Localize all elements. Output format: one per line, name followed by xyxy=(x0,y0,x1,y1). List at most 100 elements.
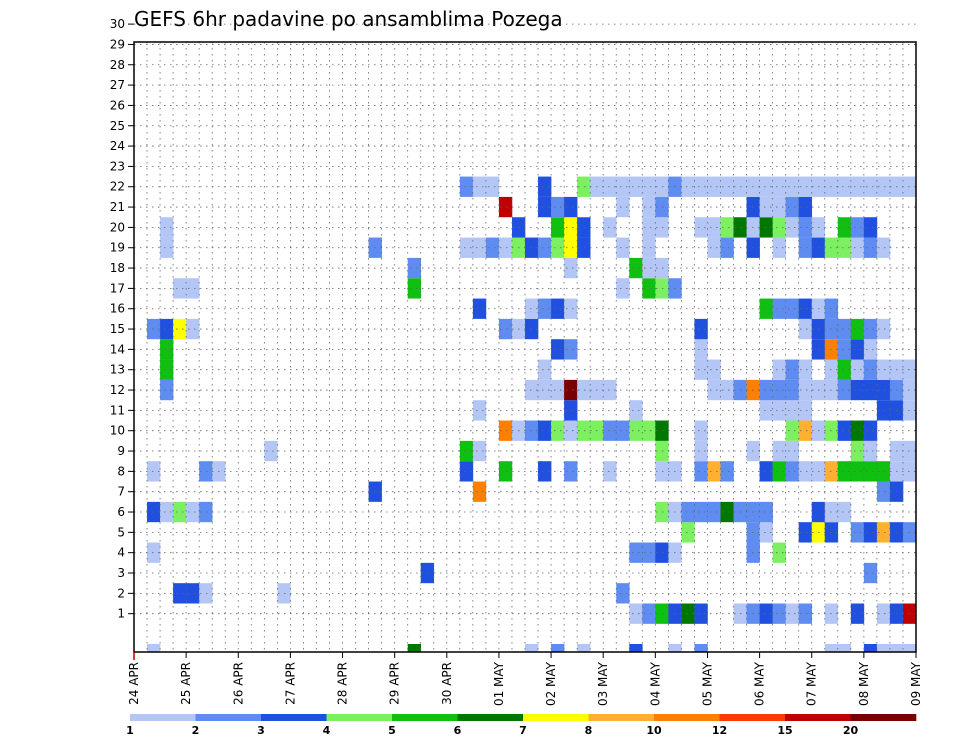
heatmap-cell xyxy=(759,298,773,319)
x-tick-label: 08 MAY xyxy=(857,661,871,706)
heatmap-cell xyxy=(616,583,630,604)
y-tick-label: 24 xyxy=(110,139,125,153)
x-axis: 24 APR 25 APR 26 APR 27 APR 28 APR 29 APR 30 A… xyxy=(127,652,923,706)
legend-label: 5 xyxy=(388,724,396,737)
heatmap-cell xyxy=(772,217,786,238)
heatmap-cell xyxy=(863,644,878,652)
heatmap-cell xyxy=(694,176,708,197)
heatmap-cell xyxy=(186,501,200,523)
heatmap-cell xyxy=(603,461,617,482)
heatmap-cell xyxy=(173,501,187,523)
heatmap-cell xyxy=(264,440,278,462)
heatmap-cell xyxy=(160,318,174,340)
x-tick-label: 04 MAY xyxy=(648,661,662,706)
y-tick-label: 28 xyxy=(110,58,125,72)
y-tick-label: 27 xyxy=(110,78,125,92)
heatmap-cell xyxy=(642,196,656,218)
heatmap-cell xyxy=(525,237,539,258)
heatmap-cell xyxy=(798,359,813,380)
heatmap-cell xyxy=(199,583,213,604)
heatmap-cell xyxy=(759,461,773,482)
heatmap-cell xyxy=(863,562,878,584)
heatmap-cell xyxy=(642,420,656,441)
heatmap-cell xyxy=(694,420,708,441)
heatmap-cell xyxy=(759,603,773,624)
heatmap-cell xyxy=(837,237,852,258)
legend-label: 1 xyxy=(126,724,134,737)
heatmap-cell xyxy=(551,644,565,652)
heatmap-cell xyxy=(720,461,734,482)
y-tick-label: 2 xyxy=(117,586,125,600)
heatmap-cell xyxy=(876,237,891,258)
heatmap-cell xyxy=(720,176,734,197)
heatmap-cell xyxy=(577,176,591,197)
heatmap-cell xyxy=(902,359,917,380)
heatmap-cell xyxy=(694,461,708,482)
heatmap-cell xyxy=(564,237,578,258)
heatmap-cell xyxy=(420,562,435,584)
chart-title: GEFS 6hr padavine po ansamblima Pozega xyxy=(134,7,563,31)
x-tick-label: 28 APR xyxy=(336,662,350,705)
heatmap-cell xyxy=(525,318,539,340)
y-tick-label: 12 xyxy=(110,383,125,397)
heatmap-cell xyxy=(785,217,799,238)
heatmap-cell xyxy=(538,176,552,197)
heatmap-cell xyxy=(459,176,474,197)
heatmap-cell xyxy=(837,339,852,360)
heatmap-cell xyxy=(681,522,695,543)
y-tick-label: 20 xyxy=(110,220,125,234)
heatmap-cell xyxy=(629,420,643,441)
heatmap-cell xyxy=(538,237,552,258)
legend-label: 7 xyxy=(519,724,527,737)
plot-frame xyxy=(133,41,917,653)
heatmap-cell xyxy=(694,501,708,523)
y-tick-label: 26 xyxy=(110,98,125,112)
heatmap-cell xyxy=(629,176,643,197)
heatmap-cell xyxy=(629,400,643,421)
y-tick-label: 8 xyxy=(117,464,125,478)
heatmap-cell xyxy=(902,176,917,197)
heatmap-cell xyxy=(876,318,891,340)
heatmap-cell xyxy=(160,237,174,258)
heatmap-cell xyxy=(160,379,174,401)
heatmap-cell xyxy=(785,400,799,421)
y-tick-label: 30 xyxy=(110,17,125,31)
heatmap-cell xyxy=(798,461,813,482)
heatmap-cell xyxy=(186,278,200,299)
heatmap-cell xyxy=(147,644,161,652)
y-axis: 1234567891011121314151617181920212223242… xyxy=(110,17,134,621)
heatmap-cell xyxy=(837,501,852,523)
heatmap-cell xyxy=(850,359,865,380)
legend-label: 10 xyxy=(646,724,662,737)
legend-swatch xyxy=(523,714,589,721)
heatmap-cell xyxy=(694,440,708,462)
heatmap-cell xyxy=(642,542,656,563)
heatmap-cell xyxy=(785,461,799,482)
heatmap-cell xyxy=(538,298,552,319)
heatmap-cell xyxy=(407,644,422,652)
heatmap-cell xyxy=(485,237,500,258)
heatmap-cell xyxy=(642,278,656,299)
y-tick-label: 3 xyxy=(117,566,125,580)
x-tick-label: 03 MAY xyxy=(596,661,610,706)
heatmap-cell xyxy=(160,359,174,380)
heatmap-cell xyxy=(538,420,552,441)
heatmap-cell xyxy=(850,420,865,441)
heatmap-cell xyxy=(538,359,552,380)
heatmap-cell xyxy=(759,501,773,523)
heatmap-cell xyxy=(459,461,474,482)
heatmap-cell xyxy=(785,359,799,380)
heatmap-cell xyxy=(525,644,539,652)
heatmap-cell xyxy=(850,176,865,197)
heatmap-cell xyxy=(564,257,578,279)
heatmap-cell xyxy=(525,420,539,441)
heatmap-cell xyxy=(876,400,891,421)
x-tick-label: 02 MAY xyxy=(544,661,558,706)
x-tick-label: 06 MAY xyxy=(753,661,767,706)
y-tick-label: 1 xyxy=(117,607,125,621)
heatmap-cell xyxy=(798,237,813,258)
legend-label: 6 xyxy=(454,724,462,737)
heatmap-cell xyxy=(863,522,878,543)
heatmap-cell xyxy=(798,603,813,624)
heatmap-cell xyxy=(876,603,891,624)
